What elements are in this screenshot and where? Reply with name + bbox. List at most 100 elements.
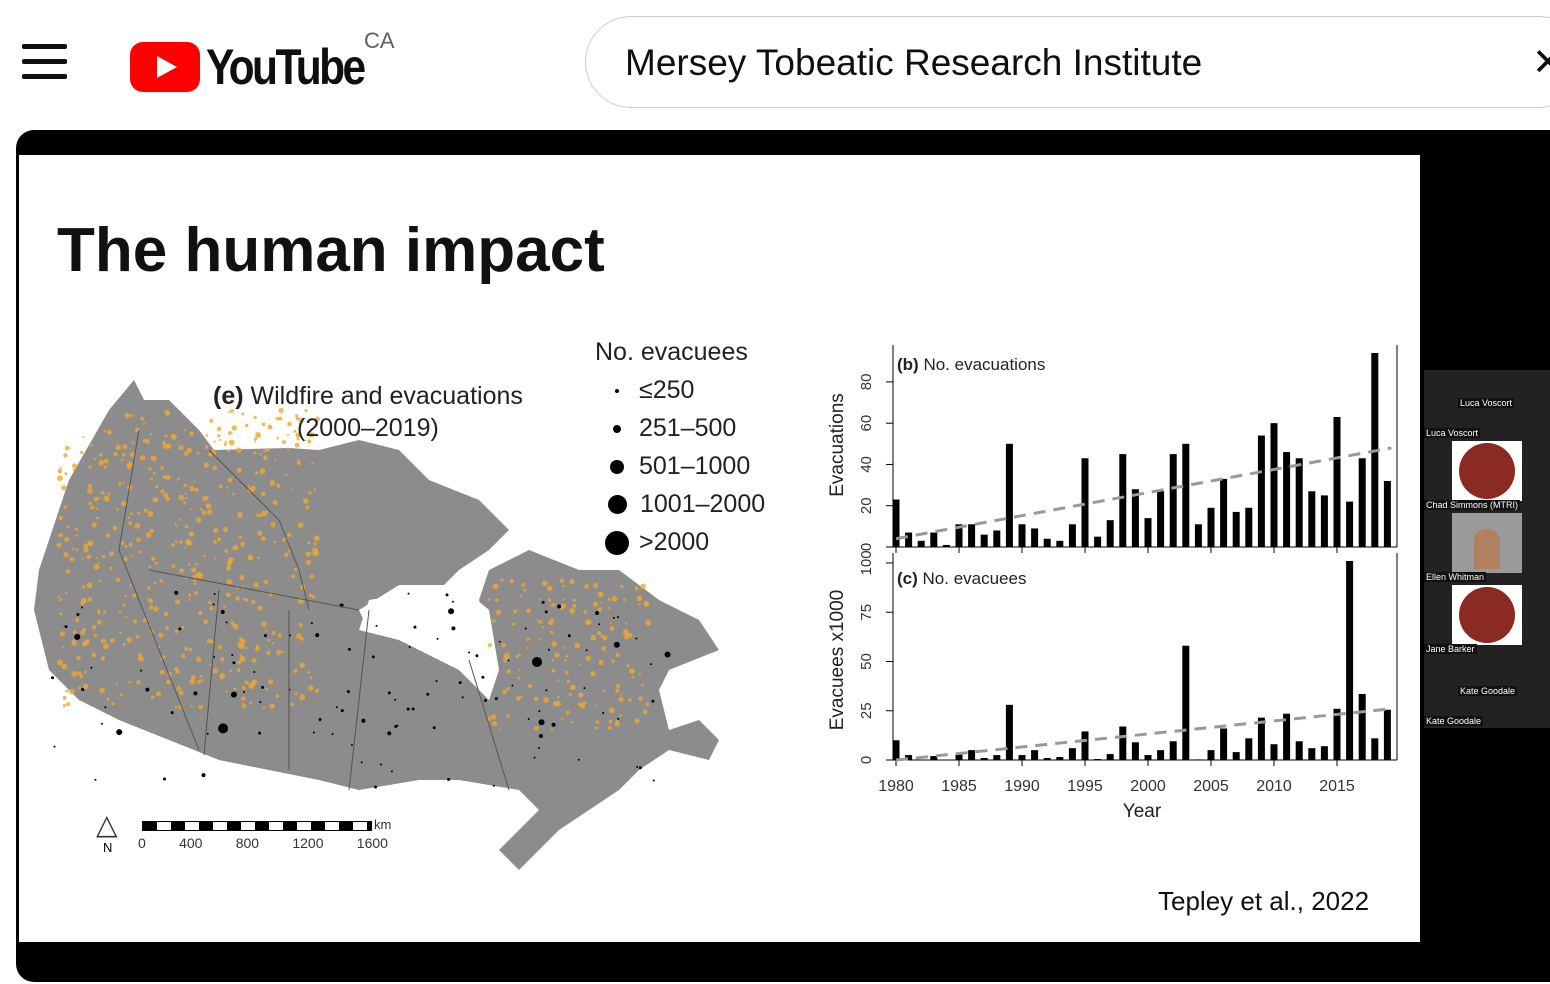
- fire-point: [86, 582, 93, 589]
- evacuation-point: [598, 623, 601, 626]
- evacuation-point: [76, 612, 80, 616]
- bar: [1320, 746, 1328, 760]
- fire-point: [204, 445, 209, 449]
- fire-point: [244, 680, 249, 685]
- close-icon[interactable]: ✕: [1532, 42, 1550, 84]
- fire-point: [297, 522, 304, 529]
- fire-point: [115, 577, 121, 582]
- fire-point: [314, 416, 321, 422]
- bar: [1106, 520, 1114, 547]
- bar: [1081, 458, 1089, 547]
- evacuation-point: [617, 616, 620, 619]
- fire-point: [304, 408, 308, 413]
- fire-point: [210, 639, 214, 644]
- legend-item: 251–500: [605, 414, 736, 443]
- evacuation-point: [253, 671, 256, 674]
- fire-point: [277, 633, 282, 638]
- fire-point: [103, 643, 109, 650]
- fire-point: [98, 459, 105, 466]
- search-input[interactable]: Mersey Tobeatic Research Institute: [625, 42, 1203, 83]
- evacuation-point: [468, 651, 471, 654]
- evacuation-point: [507, 659, 510, 662]
- fire-point: [295, 432, 301, 438]
- fire-point: [643, 600, 650, 607]
- fire-point: [566, 679, 571, 684]
- fire-point: [307, 670, 311, 674]
- fire-point: [183, 483, 187, 487]
- fire-point: [216, 426, 222, 432]
- fire-point: [184, 496, 188, 500]
- legend-item: ≤250: [605, 376, 694, 405]
- fire-point: [547, 585, 553, 592]
- fire-point: [517, 669, 520, 672]
- fire-point: [58, 515, 63, 521]
- fire-point: [103, 465, 107, 469]
- fire-point: [506, 714, 510, 718]
- fire-point: [239, 575, 245, 581]
- evacuation-point: [511, 684, 514, 687]
- search-box[interactable]: [585, 16, 1550, 108]
- fire-point: [86, 554, 92, 560]
- fire-point: [189, 678, 196, 685]
- fire-point: [557, 679, 560, 682]
- fire-point: [550, 618, 554, 622]
- evacuation-point: [533, 756, 536, 759]
- fire-point: [65, 569, 71, 574]
- evacuation-point: [664, 651, 671, 658]
- fire-point: [533, 696, 539, 702]
- bar: [1308, 748, 1316, 760]
- fire-point: [208, 452, 213, 457]
- fire-point: [517, 676, 521, 680]
- fire-point: [564, 659, 567, 662]
- fire-point: [253, 415, 257, 420]
- fire-point: [251, 658, 257, 664]
- fire-point: [592, 601, 599, 608]
- fire-point: [83, 670, 87, 674]
- fire-point: [190, 508, 193, 511]
- evacuation-point: [617, 717, 620, 720]
- fire-point: [247, 554, 254, 561]
- fire-point: [121, 500, 127, 507]
- fire-point: [309, 574, 315, 579]
- fire-point: [56, 542, 62, 548]
- evacuation-point: [595, 611, 600, 616]
- fire-point: [161, 440, 166, 445]
- fire-point: [81, 585, 86, 589]
- fire-point: [255, 513, 260, 517]
- fire-point: [272, 500, 278, 506]
- fire-point: [165, 474, 171, 481]
- evacuation-point: [396, 724, 399, 727]
- fire-point: [273, 459, 277, 462]
- fire-point: [213, 528, 219, 534]
- fire-point: [608, 719, 613, 724]
- fire-point: [61, 663, 67, 670]
- fire-point: [276, 649, 282, 656]
- fire-point: [541, 626, 545, 629]
- fire-point: [309, 432, 315, 438]
- fire-point: [278, 416, 283, 421]
- fire-point: [578, 692, 584, 698]
- fire-point: [176, 686, 181, 691]
- fire-point: [556, 695, 560, 699]
- evacuation-point: [451, 626, 456, 631]
- evacuation-point: [585, 649, 588, 652]
- fire-point: [574, 642, 581, 649]
- youtube-logo[interactable]: YouTube: [130, 38, 391, 96]
- fire-point: [583, 610, 587, 614]
- fire-point: [590, 634, 597, 641]
- fire-point: [153, 581, 157, 585]
- menu-button[interactable]: [22, 44, 67, 82]
- fire-point: [526, 646, 529, 650]
- fire-point: [59, 598, 63, 602]
- bar: [1371, 738, 1379, 760]
- evacuation-point: [538, 719, 545, 726]
- evacuation-point: [374, 785, 378, 789]
- fire-point: [237, 512, 243, 518]
- fire-point: [595, 720, 600, 724]
- evacuation-point: [567, 634, 571, 638]
- fire-point: [186, 447, 192, 453]
- participant-name: Jane Barker: [1424, 644, 1477, 654]
- fire-point: [305, 551, 311, 557]
- fire-point: [89, 443, 93, 447]
- bar: [1207, 507, 1215, 547]
